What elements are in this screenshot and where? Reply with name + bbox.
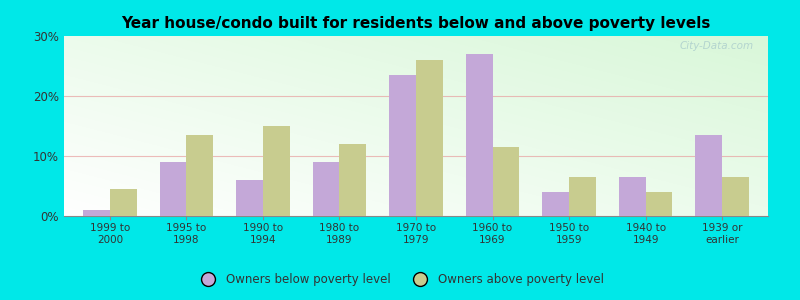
Bar xyxy=(110,189,137,216)
Bar xyxy=(569,177,596,216)
Bar xyxy=(236,180,263,216)
Text: City-Data.com: City-Data.com xyxy=(680,41,754,51)
Title: Year house/condo built for residents below and above poverty levels: Year house/condo built for residents bel… xyxy=(122,16,710,31)
Bar xyxy=(695,135,722,216)
Bar xyxy=(466,54,493,216)
Bar xyxy=(618,177,646,216)
Bar xyxy=(493,147,519,216)
Bar xyxy=(83,210,110,216)
Bar xyxy=(339,144,366,216)
Bar xyxy=(263,126,290,216)
Bar xyxy=(542,192,569,216)
Bar xyxy=(390,75,416,216)
Bar xyxy=(160,162,186,216)
Legend: Owners below poverty level, Owners above poverty level: Owners below poverty level, Owners above… xyxy=(191,269,609,291)
Bar xyxy=(186,135,214,216)
Bar xyxy=(722,177,749,216)
Bar xyxy=(313,162,339,216)
Bar xyxy=(646,192,672,216)
Bar xyxy=(416,60,442,216)
